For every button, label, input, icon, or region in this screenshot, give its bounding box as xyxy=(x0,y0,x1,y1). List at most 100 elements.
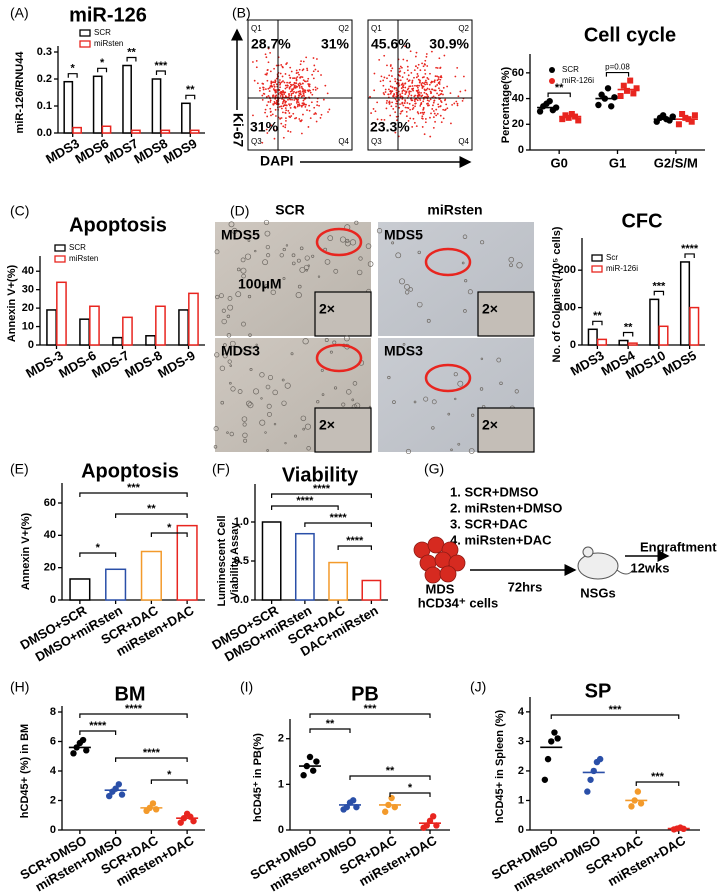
flow-event xyxy=(407,107,410,109)
flow-event xyxy=(430,92,432,95)
flow-event xyxy=(416,86,419,89)
cell-speck xyxy=(249,368,253,372)
flow-event xyxy=(410,94,413,97)
significance-bracket xyxy=(115,513,188,518)
zoom-inset xyxy=(477,407,535,453)
cell-speck xyxy=(247,402,254,409)
significance-bracket xyxy=(155,70,166,75)
flow-event xyxy=(300,120,302,123)
cell-speck xyxy=(237,389,243,394)
cell-speck xyxy=(344,240,351,247)
flow-event xyxy=(274,108,277,111)
cell-speck xyxy=(279,253,284,258)
flow-event xyxy=(424,59,427,62)
cell-speck xyxy=(405,448,412,455)
mouse-tail xyxy=(616,569,634,575)
y-axis-label: Annexin V+(%) xyxy=(20,513,32,591)
flow-event xyxy=(439,66,442,69)
x-tick-label: MDS-9 xyxy=(155,348,198,381)
significance-label: **** xyxy=(143,747,161,759)
legend-label: Scr xyxy=(606,253,618,262)
flow-event xyxy=(406,69,409,72)
significance-label: ** xyxy=(186,84,195,96)
cell-speck xyxy=(247,294,252,299)
flow-event xyxy=(407,80,410,82)
data-point xyxy=(669,113,676,120)
flow-event xyxy=(437,103,440,106)
flow-event xyxy=(269,107,272,110)
flow-event xyxy=(426,65,429,67)
bar xyxy=(689,306,700,346)
panel-label: (J) xyxy=(470,679,486,695)
flow-event xyxy=(281,65,284,68)
cell-speck xyxy=(341,402,346,407)
cell-speck xyxy=(302,427,306,431)
flow-event xyxy=(293,90,295,93)
cell-speck xyxy=(306,446,311,451)
flow-event xyxy=(380,75,383,78)
flow-event xyxy=(396,119,398,122)
bar xyxy=(112,336,123,346)
flow-event xyxy=(391,101,394,104)
cell-speck xyxy=(417,250,421,255)
flow-event xyxy=(417,63,420,66)
flow-event xyxy=(298,73,300,76)
data-point xyxy=(149,800,157,807)
flow-event xyxy=(395,95,398,98)
cell-speck xyxy=(365,243,372,249)
flow-event xyxy=(275,88,277,91)
bar xyxy=(178,309,189,346)
cell-speck xyxy=(295,291,302,299)
flow-event xyxy=(280,105,283,108)
flow-event xyxy=(289,130,292,133)
cell-speck xyxy=(229,340,236,347)
flow-event xyxy=(288,92,290,95)
significance-label: ** xyxy=(326,718,335,730)
flow-event xyxy=(422,65,425,68)
flow-event xyxy=(287,98,289,101)
flow-event xyxy=(436,112,439,115)
flow-event xyxy=(298,85,301,87)
flow-event xyxy=(380,118,383,121)
flow-event xyxy=(295,78,298,81)
flow-event xyxy=(433,112,436,115)
panel-label: (H) xyxy=(10,679,29,695)
flow-event xyxy=(288,112,291,114)
flow-event xyxy=(278,88,281,91)
significance-bracket xyxy=(185,94,196,100)
flow-event xyxy=(284,112,287,114)
flow-event xyxy=(410,71,413,74)
flow-event xyxy=(282,90,285,93)
flow-event xyxy=(305,56,308,59)
zoom-inset xyxy=(314,407,372,453)
data-point xyxy=(584,788,591,795)
cell-speck xyxy=(229,431,235,437)
flow-event xyxy=(269,101,272,103)
flow-event xyxy=(265,56,268,59)
x-tick-label: MDS-6 xyxy=(56,348,99,381)
flow-event xyxy=(433,99,436,102)
flow-event xyxy=(421,87,424,89)
flow-event xyxy=(404,90,406,92)
cell-speck xyxy=(291,261,296,266)
flow-event xyxy=(416,73,419,75)
flow-event xyxy=(285,104,288,107)
flow-event xyxy=(313,106,316,109)
cell-speck xyxy=(265,244,270,250)
bar xyxy=(131,129,141,134)
flow-event xyxy=(426,94,429,96)
data-point xyxy=(565,114,572,121)
flow-event xyxy=(435,108,438,111)
flow-event xyxy=(401,66,403,69)
flow-event xyxy=(283,81,286,84)
flow-event xyxy=(298,86,301,89)
cell-speck xyxy=(297,284,302,289)
y-tick-label: 0 xyxy=(278,824,284,836)
flow-event xyxy=(411,79,414,82)
flow-event xyxy=(430,81,432,84)
flow-event xyxy=(267,95,270,97)
cell-speck xyxy=(327,235,334,242)
flow-event xyxy=(404,45,407,48)
cell-speck xyxy=(316,400,320,404)
flow-event xyxy=(411,108,414,111)
